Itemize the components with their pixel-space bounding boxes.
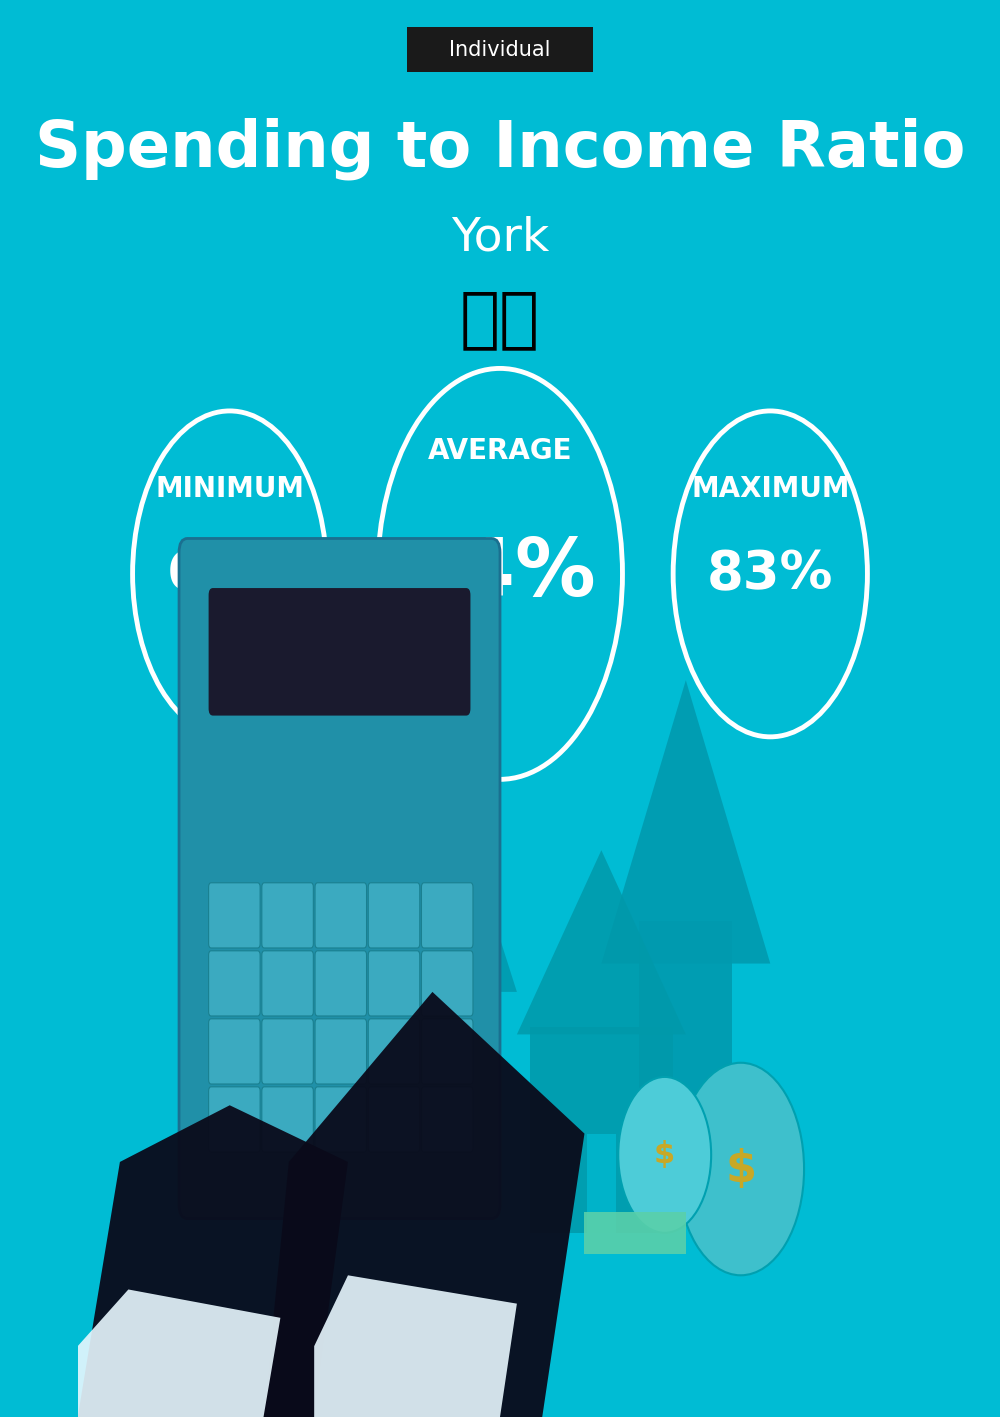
Polygon shape <box>78 1289 280 1417</box>
Polygon shape <box>639 921 732 1105</box>
FancyBboxPatch shape <box>209 1087 260 1152</box>
FancyBboxPatch shape <box>368 1019 420 1084</box>
FancyBboxPatch shape <box>421 883 473 948</box>
Text: Spending to Income Ratio: Spending to Income Ratio <box>35 118 965 180</box>
Polygon shape <box>403 964 496 1148</box>
Text: $: $ <box>725 1148 756 1190</box>
FancyBboxPatch shape <box>368 1087 420 1152</box>
Polygon shape <box>382 779 517 992</box>
FancyBboxPatch shape <box>421 1019 473 1084</box>
Bar <box>530 1027 673 1233</box>
Polygon shape <box>78 1105 348 1417</box>
FancyBboxPatch shape <box>262 883 313 948</box>
Text: 66%: 66% <box>167 548 293 599</box>
Polygon shape <box>264 992 584 1417</box>
FancyBboxPatch shape <box>421 951 473 1016</box>
FancyBboxPatch shape <box>209 951 260 1016</box>
Text: 83%: 83% <box>707 548 833 599</box>
Text: AVERAGE: AVERAGE <box>428 436 572 465</box>
Text: 🇬🇧: 🇬🇧 <box>460 286 540 351</box>
Circle shape <box>618 1077 711 1233</box>
FancyBboxPatch shape <box>209 1019 260 1084</box>
Circle shape <box>677 1063 804 1275</box>
Polygon shape <box>517 850 686 1034</box>
Text: MAXIMUM: MAXIMUM <box>691 475 850 503</box>
Text: York: York <box>451 215 549 261</box>
Text: Individual: Individual <box>449 40 551 60</box>
Text: $: $ <box>654 1141 675 1169</box>
FancyBboxPatch shape <box>315 951 367 1016</box>
FancyBboxPatch shape <box>262 1087 313 1152</box>
FancyBboxPatch shape <box>368 951 420 1016</box>
Text: MINIMUM: MINIMUM <box>155 475 304 503</box>
Bar <box>587 1134 616 1233</box>
Polygon shape <box>601 680 770 964</box>
FancyBboxPatch shape <box>315 1019 367 1084</box>
Polygon shape <box>314 1275 517 1417</box>
FancyBboxPatch shape <box>368 883 420 948</box>
FancyBboxPatch shape <box>315 1087 367 1152</box>
FancyBboxPatch shape <box>262 951 313 1016</box>
FancyBboxPatch shape <box>209 588 470 716</box>
Bar <box>584 1212 686 1254</box>
FancyBboxPatch shape <box>315 883 367 948</box>
FancyBboxPatch shape <box>421 1087 473 1152</box>
FancyBboxPatch shape <box>179 538 500 1219</box>
FancyBboxPatch shape <box>262 1019 313 1084</box>
FancyBboxPatch shape <box>407 27 593 72</box>
FancyBboxPatch shape <box>209 883 260 948</box>
Text: 74%: 74% <box>404 534 596 614</box>
